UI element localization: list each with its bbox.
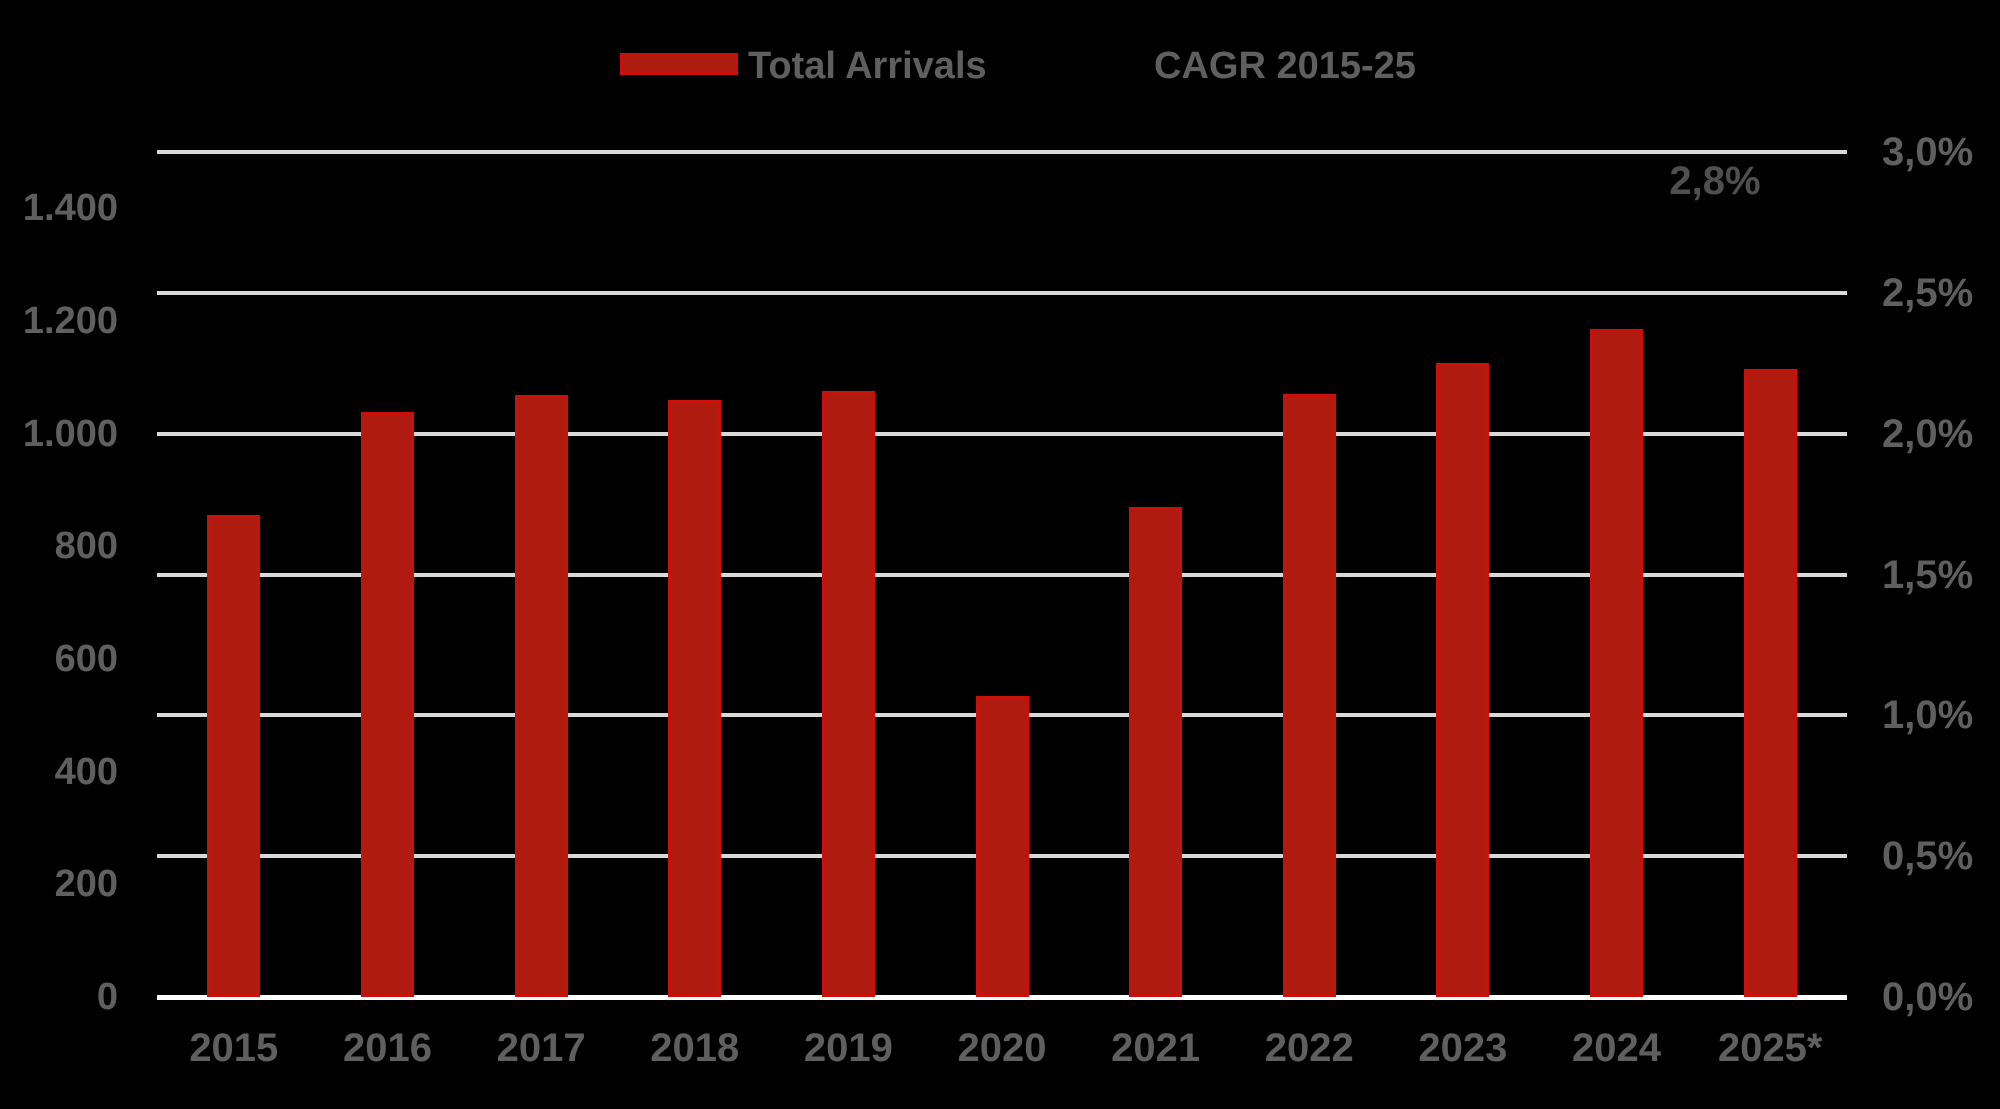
- gridline: [157, 431, 1847, 436]
- legend-label-cagr: CAGR 2015-25: [1154, 45, 1416, 87]
- right-axis-tick-label: 2,5%: [1882, 270, 1974, 315]
- left-axis-tick-label: 400: [54, 750, 118, 793]
- x-label-2016: 2016: [342, 1026, 432, 1070]
- total-arrivals-legend-swatch: [620, 53, 738, 75]
- bar-2024: [1590, 329, 1644, 997]
- left-axis-tick-label: 600: [54, 638, 118, 680]
- bar-2015: [207, 515, 261, 997]
- left-axis-tick-label: 800: [54, 525, 118, 568]
- x-label-2025*: 2025*: [1717, 1026, 1823, 1070]
- left-axis-tick-label: 1.200: [22, 300, 118, 342]
- bar-2022: [1282, 394, 1336, 997]
- x-axis-baseline: [157, 994, 1847, 1000]
- right-axis-tick-label: 1,5%: [1882, 552, 1974, 597]
- x-label-2023: 2023: [1418, 1026, 1508, 1070]
- bar-2017: [514, 395, 568, 997]
- right-axis-tick-label: 0,0%: [1882, 975, 1974, 1019]
- left-axis-tick-label: 1.400: [22, 187, 118, 230]
- left-axis-tick-label: 200: [54, 863, 118, 906]
- right-axis-tick-label: 1,0%: [1882, 693, 1974, 738]
- bar-2021: [1129, 506, 1183, 997]
- bar-2020: [975, 695, 1029, 997]
- left-axis-tick-label: 1.000: [22, 412, 118, 455]
- bar-2018: [668, 399, 722, 997]
- left-axis-tick-label: 0: [96, 976, 118, 1018]
- right-axis-tick-label: 3,0%: [1882, 130, 1974, 174]
- x-label-2018: 2018: [650, 1026, 740, 1070]
- legend-label-total-arrivals: Total Arrivals: [748, 45, 987, 87]
- right-axis-tick-label: 2,0%: [1882, 411, 1974, 456]
- x-label-2015: 2015: [189, 1026, 279, 1070]
- bar-2016: [360, 412, 414, 997]
- x-label-2024: 2024: [1572, 1026, 1662, 1070]
- bar-2019: [821, 391, 875, 997]
- x-label-2022: 2022: [1264, 1026, 1354, 1070]
- x-label-2021: 2021: [1111, 1026, 1201, 1070]
- right-axis-tick-label: 0,5%: [1882, 834, 1974, 879]
- bar-2023: [1436, 363, 1490, 997]
- cagr-data-label: 2,8%: [1669, 159, 1761, 203]
- x-label-2019: 2019: [803, 1026, 893, 1070]
- x-label-2020: 2020: [957, 1026, 1047, 1070]
- gridline: [157, 150, 1847, 154]
- gridline: [157, 290, 1847, 295]
- bar-2025*: [1743, 368, 1797, 997]
- x-label-2017: 2017: [496, 1026, 586, 1070]
- gridline: [157, 572, 1847, 577]
